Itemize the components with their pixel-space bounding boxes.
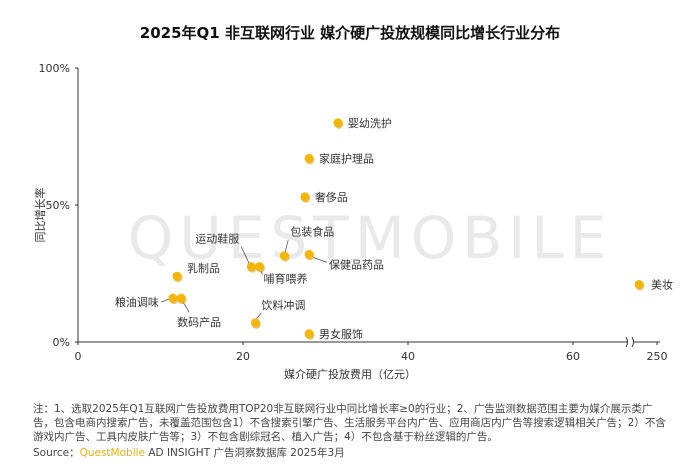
data-point [304,329,314,339]
source-rest: AD INSIGHT 广告洞察数据库 2025年3月 [145,447,345,459]
data-point [300,192,310,202]
label-leader-line [160,298,170,303]
data-point [255,262,264,272]
label-leader-line [240,246,250,264]
chart-title: 2025年Q1 非互联网行业 媒介硬广投放规模同比增长行业分布 [139,24,561,42]
y-tick-label: 0% [53,336,70,349]
data-point-label: 包装食品 [290,225,334,239]
data-point-label: 男女服饰 [319,327,363,341]
data-point [304,249,314,259]
data-point-label: 粮油调味 [115,295,159,309]
label-leader-line [182,301,190,313]
data-point [279,251,289,261]
source-brand: QuestMobile [79,447,145,459]
source-prefix: Source： [33,447,80,459]
data-point [250,318,260,328]
axes: 0% 50% 100% 0 20 40 60 250 媒介硬广投放费用（亿元） 同比增长率 [33,62,668,381]
data-point-label: 运动鞋服 [195,232,239,246]
watermark: QUESTMOBILE [128,204,613,272]
y-axis-title: 同比增长率 [33,188,47,243]
x-tick-label: 20 [236,350,250,363]
data-point-label: 饮料冲调 [261,298,305,312]
data-point-label: 美妆 [651,278,673,291]
data-point [168,293,178,303]
y-tick-label: 100% [39,62,70,75]
data-point-label: 乳制品 [187,262,220,275]
label-leader-line [284,239,289,252]
x-tick-label: 0 [75,350,82,363]
x-tick-label: 40 [401,350,415,363]
footnote: 注：1、选取2025年Q1互联网广告投放费用TOP20非互联网行业中同比增长率≥… [33,403,666,443]
data-point [176,293,186,303]
x-tick-label: 250 [647,350,668,363]
source-line: Source：QuestMobile AD INSIGHT 广告洞察数据库 20… [33,445,345,460]
data-point [172,271,182,281]
data-point [634,279,644,289]
data-point [333,118,343,128]
data-point [246,262,256,272]
y-tick-label: 50% [46,199,70,212]
x-axis-title: 媒介硬广投放费用（亿元） [284,367,416,381]
label-leader-line [312,256,328,263]
data-point-label: 哺育喂养 [264,272,308,286]
label-leader-line [256,312,262,320]
data-point-label: 奢侈品 [315,190,348,204]
data-point-label: 婴幼洗护 [348,116,392,130]
data-point-label: 数码产品 [177,315,221,329]
data-point-label: 家庭护理品 [319,151,374,165]
x-tick-label: 60 [566,350,580,363]
data-point [304,153,314,163]
data-point-label: 保健品药品 [329,257,384,271]
axis-break-mark [625,336,634,348]
